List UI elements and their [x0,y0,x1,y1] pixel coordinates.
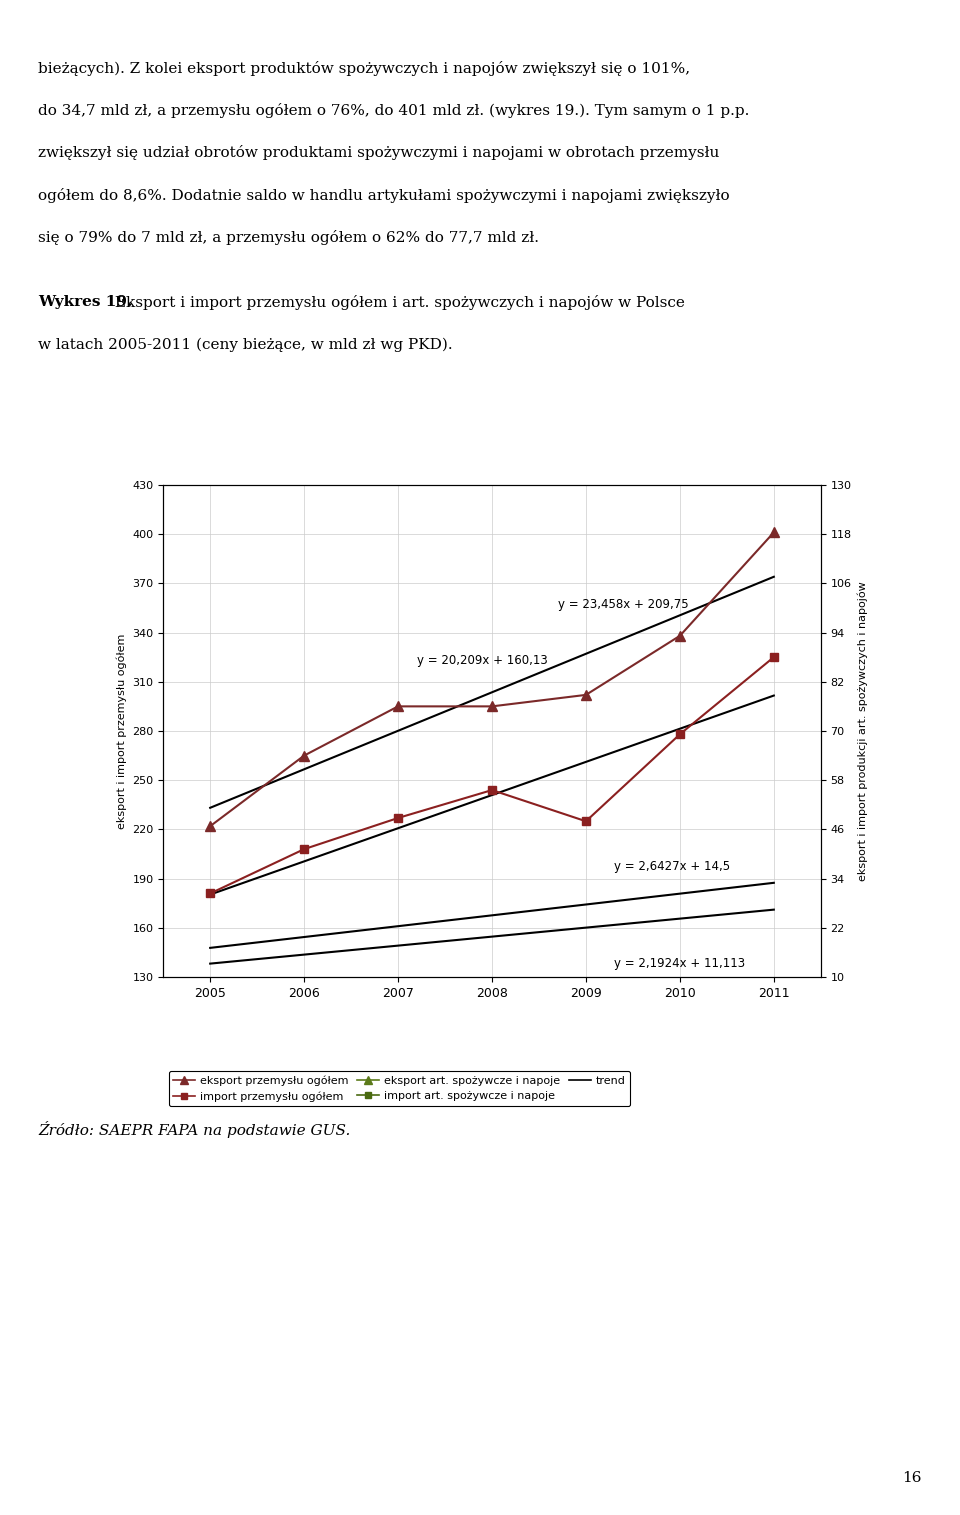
Line: eksport przemysłu ogółem: eksport przemysłu ogółem [205,527,779,832]
Text: Eksport i import przemysłu ogółem i art. spożywczych i napojów w Polsce: Eksport i import przemysłu ogółem i art.… [110,295,685,311]
eksport art. spożywcze i napoje [768,226,780,244]
trend [486,906,497,924]
trend [393,917,404,935]
Text: 16: 16 [902,1471,922,1485]
eksport art. spożywcze i napoje [204,389,216,408]
eksport art. spożywcze i napoje [393,348,404,367]
trend [768,874,780,892]
trend [204,939,216,957]
Text: Źródło: SAEPR FAPA na podstawie GUS.: Źródło: SAEPR FAPA na podstawie GUS. [38,1121,350,1138]
eksport przemysłu ogółem [768,523,780,541]
eksport przemysłu ogółem [674,627,685,645]
import przemysłu ogółem [204,885,216,903]
import art. spożywcze i napoje [580,361,591,379]
eksport przemysłu ogółem [486,697,497,715]
trend [580,895,591,914]
Line: eksport art. spożywcze i napoje: eksport art. spożywcze i napoje [205,230,779,403]
import przemysłu ogółem [299,839,310,857]
Text: do 34,7 mld zł, a przemysłu ogółem o 76%, do 401 mld zł. (wykres 19.). Tym samym: do 34,7 mld zł, a przemysłu ogółem o 76%… [38,103,750,118]
Text: Wykres 19.: Wykres 19. [38,295,132,309]
Line: import art. spożywcze i napoje: import art. spożywcze i napoje [206,317,778,468]
Y-axis label: eksport i import przemysłu ogółem: eksport i import przemysłu ogółem [116,633,127,829]
import art. spożywcze i napoje [768,312,780,330]
Y-axis label: eksport i import produkcji art. spożywczych i napojów: eksport i import produkcji art. spożywcz… [857,582,868,880]
Text: w latach 2005-2011 (ceny bieżące, w mld zł wg PKD).: w latach 2005-2011 (ceny bieżące, w mld … [38,338,453,351]
import art. spożywcze i napoje [204,454,216,473]
Text: y = 20,209x + 160,13: y = 20,209x + 160,13 [417,653,547,667]
import przemysłu ogółem [393,809,404,827]
Line: trend: trend [210,883,774,948]
trend [674,885,685,903]
eksport przemysłu ogółem [204,817,216,835]
eksport art. spożywcze i napoje [299,361,310,379]
import przemysłu ogółem [486,782,497,800]
import przemysłu ogółem [580,812,591,830]
eksport art. spożywcze i napoje [486,344,497,362]
Text: bieżących). Z kolei eksport produktów spożywczych i napojów zwiększył się o 101%: bieżących). Z kolei eksport produktów sp… [38,61,690,76]
import art. spożywcze i napoje [299,423,310,441]
Text: y = 2,1924x + 11,113: y = 2,1924x + 11,113 [614,957,745,970]
import przemysłu ogółem [674,726,685,744]
eksport przemysłu ogółem [299,747,310,765]
Text: y = 2,6427x + 14,5: y = 2,6427x + 14,5 [614,861,731,874]
import art. spożywcze i napoje [393,385,404,403]
eksport przemysłu ogółem [393,697,404,715]
eksport art. spożywcze i napoje [580,327,591,345]
import art. spożywcze i napoje [674,353,685,371]
Text: się o 79% do 7 mld zł, a przemysłu ogółem o 62% do 77,7 mld zł.: się o 79% do 7 mld zł, a przemysłu ogółe… [38,230,540,245]
Text: ogółem do 8,6%. Dodatnie saldo w handlu artykułami spożywczymi i napojami zwięks: ogółem do 8,6%. Dodatnie saldo w handlu … [38,188,730,203]
eksport art. spożywcze i napoje [674,291,685,309]
import przemysłu ogółem [768,648,780,667]
Text: zwiększył się udział obrotów produktami spożywczymi i napojami w obrotach przemy: zwiększył się udział obrotów produktami … [38,145,720,161]
trend [299,927,310,945]
Line: import przemysłu ogółem: import przemysłu ogółem [206,653,778,898]
import art. spożywcze i napoje [486,365,497,383]
Text: y = 23,458x + 209,75: y = 23,458x + 209,75 [558,598,688,611]
Legend: eksport przemysłu ogółem, import przemysłu ogółem, eksport art. spożywcze i napo: eksport przemysłu ogółem, import przemys… [169,1071,630,1106]
eksport przemysłu ogółem [580,686,591,704]
